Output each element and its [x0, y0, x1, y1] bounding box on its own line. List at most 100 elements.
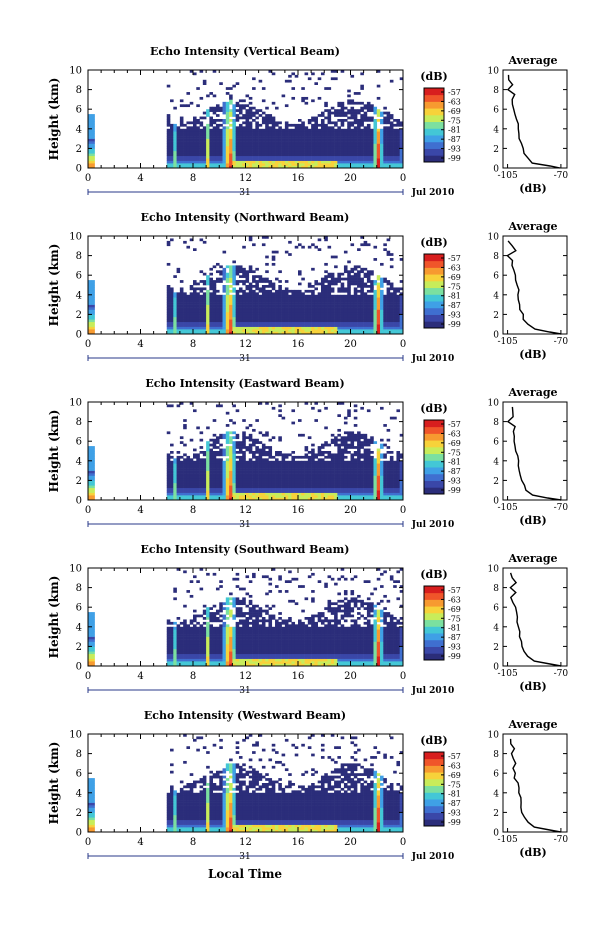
heatmap-cell: [202, 314, 207, 318]
heatmap-cell: [176, 326, 181, 330]
heatmap-cell: [206, 307, 210, 310]
heatmap-cell: [337, 133, 341, 137]
heatmap-cell: [314, 299, 318, 303]
heatmap-cell: [248, 451, 253, 454]
heatmap-cell: [271, 101, 276, 105]
heatmap-cell: [202, 82, 207, 85]
heatmap-cell: [238, 455, 243, 459]
heatmap-cell: [347, 138, 351, 142]
heatmap-cell: [252, 119, 256, 122]
heatmap-cell: [212, 70, 217, 73]
heatmap-cell: [337, 468, 341, 471]
heatmap-cell: [304, 145, 309, 149]
heatmap-cell: [245, 497, 250, 501]
heatmap-cell: [366, 475, 371, 479]
heatmap-cell: [370, 299, 374, 303]
heatmap-cell: [304, 497, 309, 501]
heatmap-cell: [248, 287, 253, 291]
heatmap-cell: [370, 136, 374, 139]
heatmap-cell: [235, 145, 240, 149]
heatmap-cell: [265, 119, 269, 122]
heatmap-cell: [242, 482, 246, 486]
heatmap-cell: [258, 165, 263, 169]
heatmap-cell: [196, 133, 200, 137]
heatmap-cell: [248, 126, 253, 130]
heatmap-cell: [196, 468, 200, 471]
heatmap-cell: [206, 487, 210, 491]
heatmap-cell: [255, 282, 259, 286]
heatmap-cell: [268, 485, 273, 489]
heatmap-cell: [334, 133, 338, 137]
heatmap-cell: [275, 165, 279, 169]
heatmap-cell: [357, 297, 361, 300]
heatmap-cell: [271, 485, 276, 489]
heatmap-cell: [258, 311, 263, 315]
heatmap-cell: [343, 482, 348, 486]
heatmap-cell: [294, 131, 299, 134]
heatmap-cell: [258, 145, 263, 149]
heatmap-cell: [261, 136, 266, 139]
heatmap-cell: [284, 158, 289, 161]
heatmap-cell: [229, 143, 233, 147]
heatmap-cell: [347, 270, 351, 274]
heatmap-cell: [366, 153, 371, 157]
heatmap-cell: [301, 465, 305, 469]
heatmap-cell: [166, 431, 171, 435]
heatmap-cell: [334, 490, 338, 493]
profile-x-label: (dB): [519, 348, 546, 361]
heatmap-cell: [347, 451, 351, 454]
heatmap-cell: [363, 321, 368, 325]
heatmap-cell: [189, 238, 194, 242]
heatmap-cell: [317, 150, 322, 154]
heatmap-cell: [235, 441, 240, 444]
heatmap-cell: [376, 331, 381, 335]
heatmap-cell: [271, 282, 276, 286]
heatmap-cell: [255, 141, 259, 144]
heatmap-cell: [186, 153, 191, 157]
heatmap-cell: [235, 101, 240, 105]
heatmap-cell: [298, 158, 302, 161]
heatmap-cell: [193, 150, 197, 154]
heatmap-cell: [327, 280, 332, 283]
heatmap-cell: [219, 468, 223, 471]
heatmap-cell: [307, 470, 312, 474]
heatmap-cell: [278, 470, 282, 474]
heatmap-cell: [360, 477, 364, 481]
heatmap-cell: [330, 128, 335, 132]
heatmap-cell: [255, 446, 259, 449]
heatmap-cell: [357, 163, 361, 166]
heatmap-cell: [337, 473, 341, 476]
heatmap-cell: [343, 106, 348, 110]
heatmap-cell: [242, 326, 246, 330]
heatmap-cell: [212, 321, 217, 325]
heatmap-cell: [383, 155, 387, 159]
heatmap-cell: [278, 160, 282, 164]
heatmap-cell: [353, 299, 358, 303]
heatmap-cell: [170, 165, 174, 169]
heatmap-cell: [334, 109, 338, 112]
heatmap-cell: [170, 331, 174, 335]
heatmap-cell: [193, 72, 197, 76]
heatmap-cell: [245, 150, 250, 154]
heatmap-cell: [206, 321, 210, 325]
colorbar-swatch: [424, 274, 444, 282]
heatmap-cell: [311, 482, 315, 486]
heatmap-cell: [343, 141, 348, 144]
heatmap-cell: [245, 319, 250, 323]
heatmap-cell: [380, 165, 384, 169]
heatmap-cell: [327, 482, 332, 486]
heatmap-cell: [320, 482, 325, 486]
heatmap-cell: [265, 126, 269, 130]
heatmap-cell: [281, 460, 286, 464]
heatmap-cell: [314, 331, 318, 335]
heatmap-cell: [183, 163, 187, 166]
heatmap-cell: [219, 448, 223, 452]
heatmap-cell: [209, 309, 213, 313]
heatmap-cell: [222, 143, 227, 147]
heatmap-cell: [281, 497, 286, 501]
heatmap-cell: [242, 116, 246, 120]
heatmap-cell: [327, 109, 332, 112]
heatmap-cell: [252, 106, 256, 110]
heatmap-cell: [206, 289, 210, 293]
heatmap-cell: [179, 326, 184, 330]
